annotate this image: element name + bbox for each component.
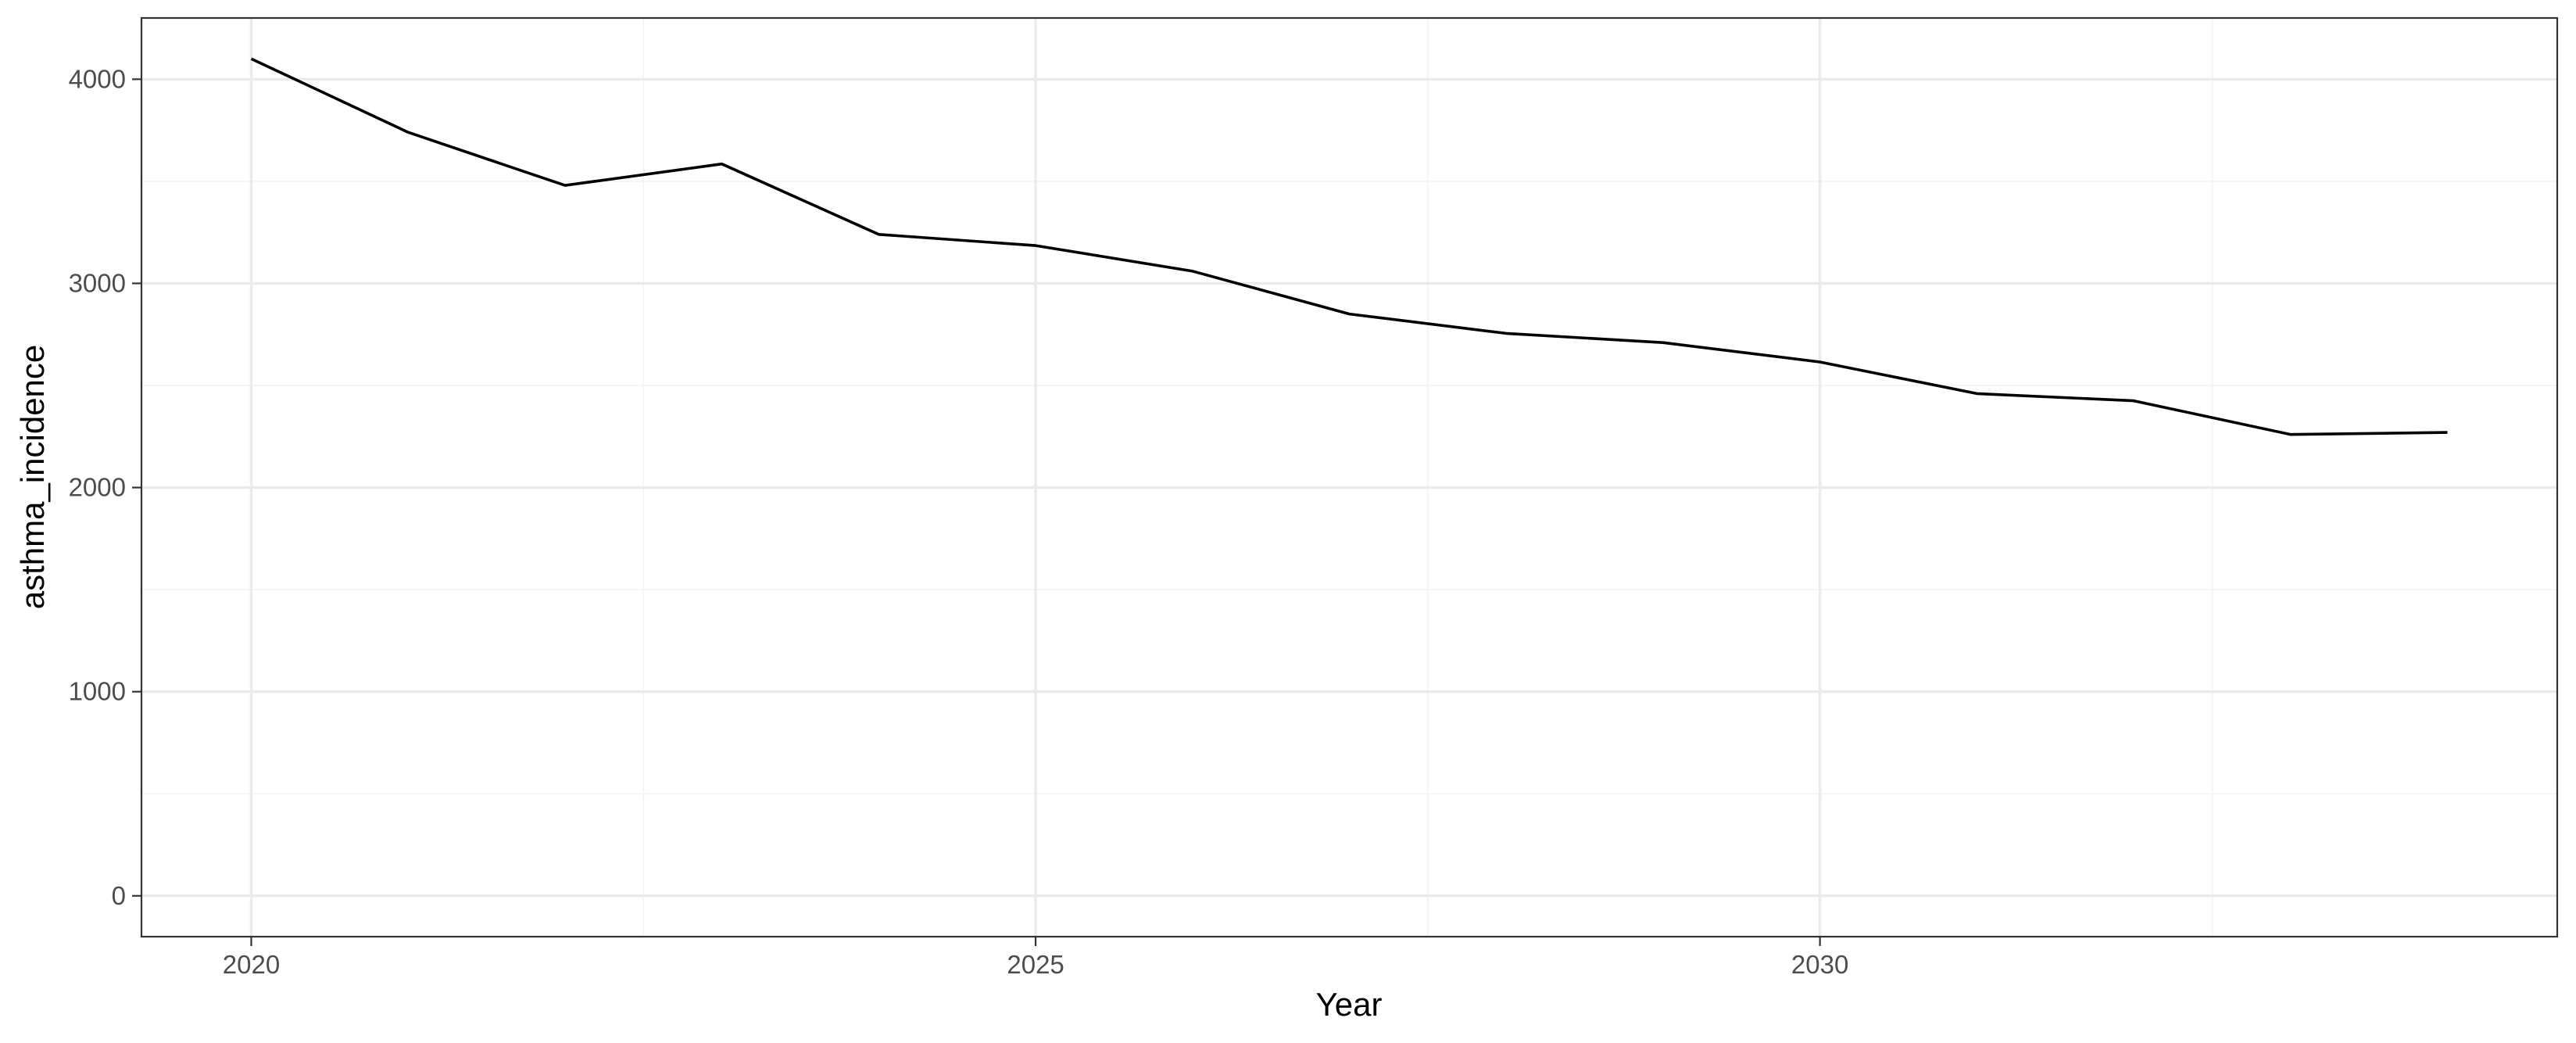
- x-tick-label: 2025: [1007, 950, 1064, 979]
- minor-gridlines: [141, 18, 2557, 937]
- major-gridlines: [141, 18, 2557, 937]
- x-axis-title: Year: [1316, 986, 1383, 1023]
- y-tick-label: 1000: [69, 677, 126, 706]
- plot-panel-border: [140, 16, 2559, 938]
- y-tick-label: 0: [112, 881, 126, 910]
- series-line: [250, 57, 2448, 436]
- y-axis-title: asthma_incidence: [14, 345, 51, 610]
- x-tick-label: 2030: [1791, 950, 1848, 979]
- x-tick-label: 2020: [223, 950, 280, 979]
- series-layer: [250, 57, 2448, 436]
- y-tick-label: 2000: [69, 473, 126, 502]
- axis-ticks: [132, 78, 1821, 946]
- axis-tick-labels: 2020 2025 2030 0 1000 2000 3000 4000: [69, 64, 1849, 979]
- y-tick-label: 3000: [69, 268, 126, 297]
- y-tick-label: 4000: [69, 64, 126, 93]
